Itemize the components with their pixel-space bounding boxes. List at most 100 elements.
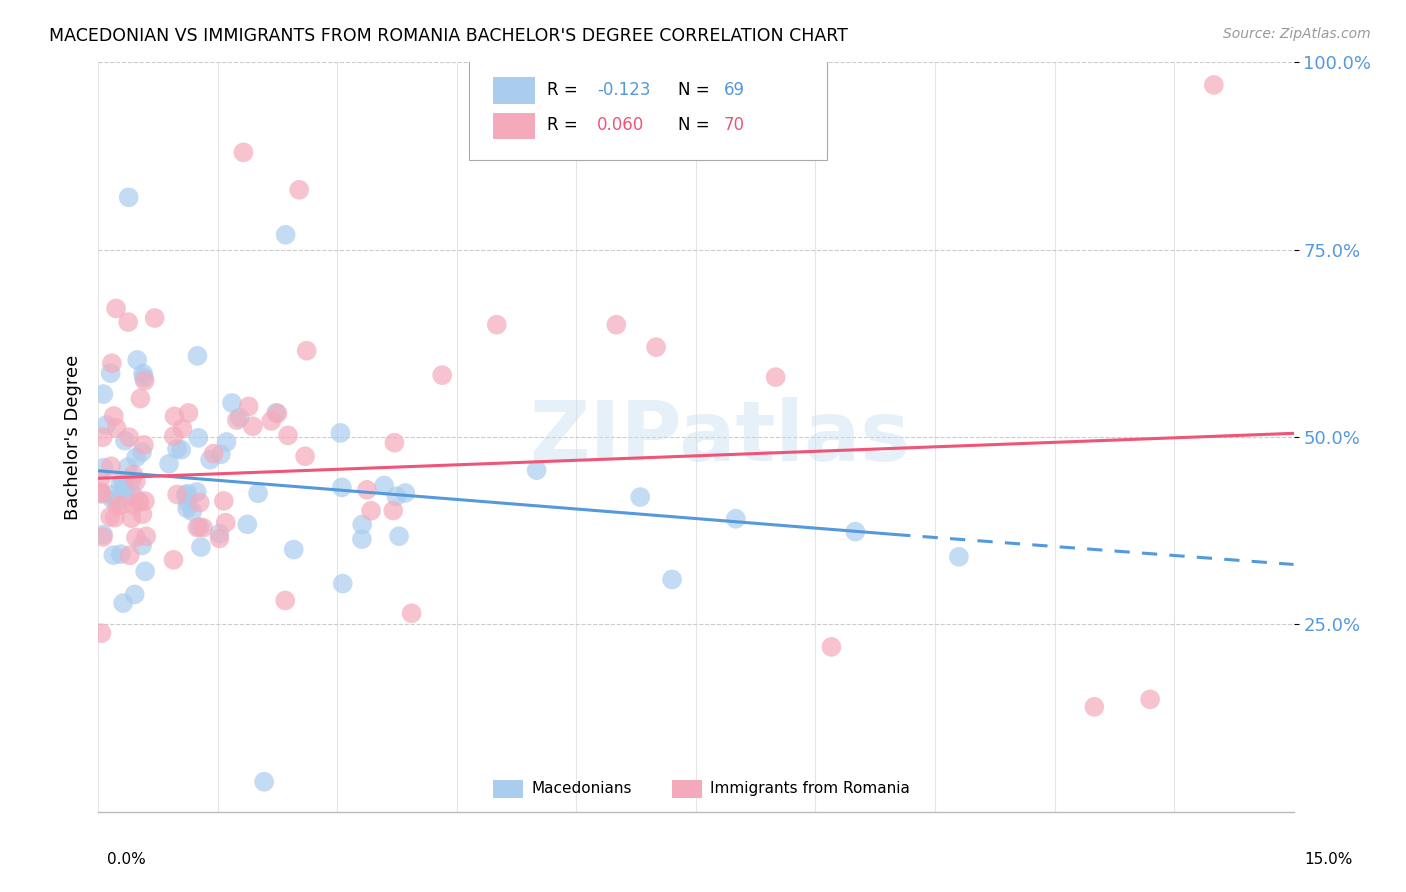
Point xyxy=(277,428,299,442)
Point xyxy=(100,459,122,474)
Point xyxy=(352,517,374,532)
Point xyxy=(188,520,211,534)
Point xyxy=(104,510,127,524)
Point xyxy=(330,480,353,494)
Point xyxy=(274,593,297,607)
Point xyxy=(247,486,270,500)
Point xyxy=(232,145,254,160)
Point xyxy=(844,524,866,539)
Point xyxy=(170,442,193,457)
Point xyxy=(117,315,139,329)
Point xyxy=(131,445,153,459)
Point xyxy=(765,370,787,384)
Point xyxy=(89,484,111,499)
Point xyxy=(329,425,352,440)
Point xyxy=(132,370,155,384)
Point xyxy=(176,487,198,501)
Point xyxy=(90,486,112,500)
Text: 70: 70 xyxy=(724,116,744,135)
Point xyxy=(177,406,200,420)
Point xyxy=(166,487,188,501)
Y-axis label: Bachelor's Degree: Bachelor's Degree xyxy=(63,354,82,520)
Point xyxy=(163,409,186,424)
Point xyxy=(112,596,135,610)
Point xyxy=(125,531,148,545)
Bar xyxy=(672,780,702,798)
Point xyxy=(191,521,214,535)
Point xyxy=(388,529,411,543)
Point xyxy=(90,486,112,500)
Point xyxy=(112,481,135,495)
Point xyxy=(1202,78,1225,92)
Point xyxy=(105,301,128,316)
Point xyxy=(228,410,250,425)
Point xyxy=(605,318,627,332)
Point xyxy=(122,488,145,502)
Text: R =: R = xyxy=(547,81,582,99)
Point xyxy=(125,450,148,465)
Bar xyxy=(494,112,534,139)
Point xyxy=(103,409,125,423)
Point xyxy=(125,475,148,489)
Point xyxy=(238,400,260,414)
Point xyxy=(283,542,305,557)
Point xyxy=(131,538,153,552)
Point xyxy=(356,483,378,497)
Text: 0.0%: 0.0% xyxy=(107,852,146,867)
Point xyxy=(132,438,155,452)
Point xyxy=(89,472,111,486)
Point xyxy=(127,353,149,368)
Text: N =: N = xyxy=(678,116,714,135)
Text: 69: 69 xyxy=(724,81,744,99)
Point xyxy=(110,547,132,561)
Point xyxy=(132,367,155,381)
Point xyxy=(176,501,198,516)
Point xyxy=(645,340,668,354)
Point xyxy=(294,449,316,463)
Point xyxy=(260,414,283,428)
Point xyxy=(105,500,128,514)
Point xyxy=(188,495,211,509)
Point xyxy=(724,512,747,526)
Point xyxy=(186,520,208,534)
Point xyxy=(332,576,354,591)
Point xyxy=(253,774,276,789)
Text: 15.0%: 15.0% xyxy=(1305,852,1353,867)
Text: Immigrants from Romania: Immigrants from Romania xyxy=(710,781,910,796)
Point xyxy=(485,318,508,332)
Point xyxy=(172,421,194,435)
Point xyxy=(124,587,146,601)
Point xyxy=(157,457,180,471)
Point xyxy=(110,498,132,512)
Point xyxy=(186,349,208,363)
Point xyxy=(215,434,238,449)
Point xyxy=(91,530,114,544)
Point xyxy=(432,368,454,383)
Point xyxy=(208,532,231,546)
Point xyxy=(101,356,124,370)
Text: R =: R = xyxy=(547,116,582,135)
Point xyxy=(382,503,405,517)
Point xyxy=(120,475,142,489)
Point xyxy=(186,485,208,500)
Text: -0.123: -0.123 xyxy=(596,81,651,99)
Text: MACEDONIAN VS IMMIGRANTS FROM ROMANIA BACHELOR'S DEGREE CORRELATION CHART: MACEDONIAN VS IMMIGRANTS FROM ROMANIA BA… xyxy=(49,27,848,45)
Point xyxy=(242,419,264,434)
Point xyxy=(112,474,135,488)
Point xyxy=(212,494,235,508)
Point xyxy=(143,311,166,326)
Point xyxy=(202,446,225,460)
Point xyxy=(103,548,125,562)
Point xyxy=(110,476,132,491)
Point xyxy=(401,606,423,620)
FancyBboxPatch shape xyxy=(470,55,828,160)
Point xyxy=(135,529,157,543)
Point xyxy=(93,387,115,401)
Point xyxy=(187,431,209,445)
Point xyxy=(127,493,149,508)
Point xyxy=(107,493,129,508)
Point xyxy=(98,488,121,502)
Point xyxy=(93,460,115,475)
Point xyxy=(215,516,238,530)
Point xyxy=(177,495,200,509)
